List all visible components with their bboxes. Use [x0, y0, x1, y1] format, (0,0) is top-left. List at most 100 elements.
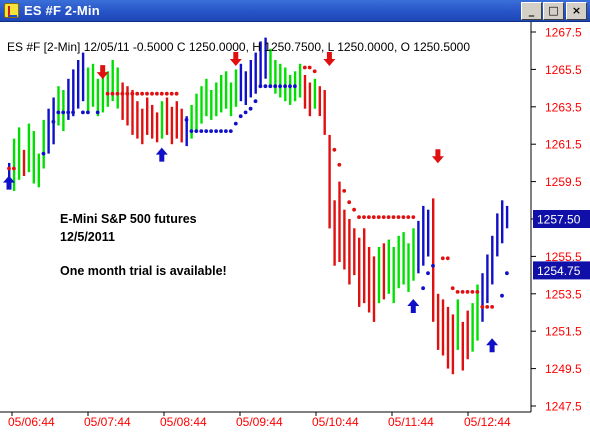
stop-dot: [500, 293, 504, 298]
price-bar: [86, 67, 90, 113]
stop-dot: [455, 290, 460, 294]
price-bar: [279, 63, 282, 98]
time-axis-label: 05/09:44: [236, 415, 283, 429]
stop-dot: [391, 215, 396, 220]
price-bar: [476, 284, 479, 341]
sell-arrow-icon: [229, 52, 242, 66]
price-bar: [417, 220, 420, 274]
price-bar: [491, 235, 494, 285]
price-bar: [264, 37, 267, 79]
stop-dot: [233, 121, 238, 126]
price-bar: [501, 200, 504, 244]
stop-dot: [56, 110, 61, 115]
price-bar: [298, 63, 302, 98]
price-bar: [461, 321, 464, 371]
price-bar: [363, 228, 366, 304]
stop-dot: [283, 84, 287, 89]
price-bar: [47, 108, 50, 154]
price-bar: [160, 101, 164, 139]
price-bar: [333, 200, 336, 266]
stop-dot: [386, 215, 391, 220]
stop-dot: [169, 91, 174, 96]
stop-dot: [480, 305, 485, 309]
price-bar: [116, 67, 119, 109]
price-bar: [96, 78, 100, 117]
price-bar: [244, 71, 247, 105]
price-bar: [471, 303, 474, 352]
stop-dot: [490, 305, 494, 309]
time-axis-label: 05/08:44: [160, 415, 207, 429]
stop-dot: [396, 215, 401, 220]
stop-dot: [204, 129, 209, 133]
stop-dot: [86, 110, 90, 115]
price-bar: [274, 60, 277, 94]
price-bar: [367, 247, 371, 313]
stop-dot: [362, 215, 366, 220]
stop-dot: [228, 129, 233, 133]
stop-dot: [7, 166, 11, 171]
stop-dot: [421, 286, 425, 291]
stop-dot: [105, 91, 110, 96]
annotation-trial: One month trial is available!: [60, 264, 227, 278]
stop-dot: [357, 215, 361, 220]
price-bar: [17, 127, 21, 180]
price-bar: [32, 131, 35, 184]
price-bar: [180, 108, 183, 143]
price-bar: [146, 97, 149, 135]
stop-dot: [140, 91, 145, 96]
price-bar: [111, 60, 114, 102]
stop-dot: [110, 91, 115, 96]
stop-dot: [81, 110, 85, 115]
price-bar: [165, 97, 169, 135]
stop-dot: [288, 84, 292, 89]
signal-arrows: [3, 52, 499, 353]
stop-dot: [189, 129, 194, 133]
stop-dot: [347, 200, 352, 205]
price-bar: [422, 205, 425, 266]
window-titlebar: ES #F 2-Min _ □ ×: [0, 0, 590, 22]
price-bar: [254, 52, 257, 94]
price-bar: [170, 106, 174, 145]
price-axis-label: 1267.5: [545, 26, 582, 40]
sell-arrow-icon: [431, 149, 444, 164]
price-bar: [402, 232, 405, 285]
price-bar: [451, 314, 455, 375]
buy-arrow-icon: [486, 338, 499, 353]
chart-panel[interactable]: 1267.51265.51263.51261.51259.51257.51255…: [0, 22, 590, 434]
price-bar: [377, 247, 381, 304]
stop-dot: [332, 147, 337, 152]
stop-dot: [263, 84, 268, 89]
stop-dot: [268, 84, 273, 89]
price-bar: [338, 181, 341, 262]
price-bar: [195, 93, 198, 132]
price-bar: [249, 60, 252, 98]
stop-dot: [465, 290, 470, 294]
price-bar: [466, 310, 469, 360]
price-axis-label: 1259.5: [545, 175, 582, 189]
price-bar: [412, 228, 415, 281]
minimize-button[interactable]: _: [521, 2, 542, 20]
stop-dot: [130, 91, 135, 96]
trailing-stop-dots: [7, 65, 509, 309]
time-axis-label: 05/06:44: [8, 415, 55, 429]
price-bars: [8, 37, 509, 375]
stop-dot: [312, 69, 317, 74]
stop-dot: [214, 129, 219, 133]
close-button[interactable]: ×: [566, 2, 587, 20]
price-bar: [27, 123, 31, 173]
stop-dot: [367, 215, 371, 220]
price-bar: [121, 82, 124, 120]
stop-dot: [61, 110, 66, 115]
stop-dot: [238, 114, 243, 119]
stop-dot: [243, 110, 248, 115]
price-bar: [106, 71, 109, 107]
price-chart[interactable]: 1267.51265.51263.51261.51259.51257.51255…: [0, 22, 590, 434]
price-bar: [318, 86, 321, 117]
price-bar: [343, 209, 346, 270]
stop-dot: [145, 91, 149, 96]
stop-dot: [194, 129, 199, 133]
stop-dot: [450, 286, 455, 291]
stop-dot: [258, 84, 263, 89]
stop-dot: [219, 129, 223, 133]
maximize-button[interactable]: □: [543, 2, 564, 20]
